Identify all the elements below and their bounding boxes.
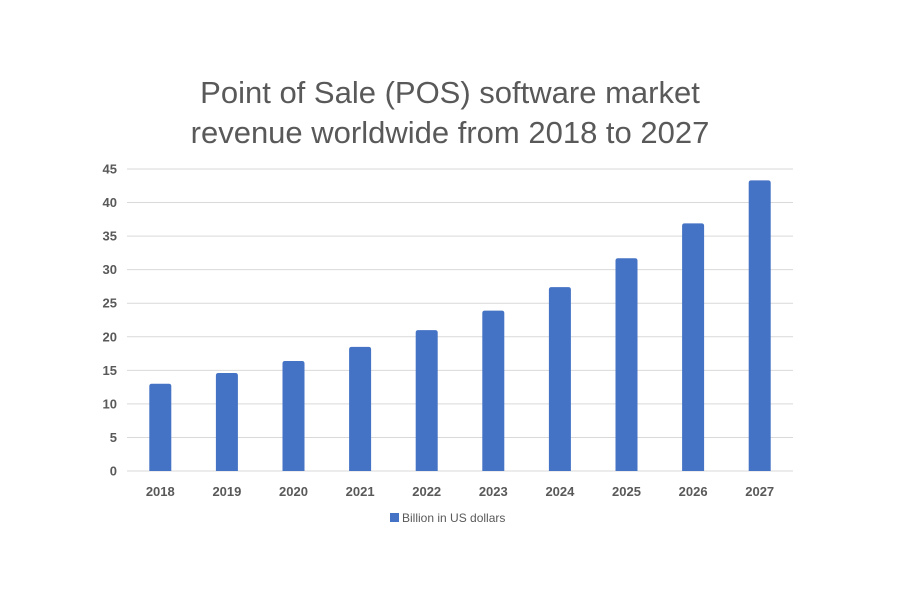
x-tick-label: 2024 [545,484,575,499]
y-tick-label: 0 [110,464,117,479]
x-tick-label: 2025 [612,484,641,499]
chart-title-line-2: revenue worldwide from 2018 to 2027 [191,115,710,150]
x-axis-tick-labels: 2018 2019 2020 2021 2022 2023 2024 2025 2026 2027 [146,484,774,499]
bar-2027 [748,180,771,472]
bar-2018 [149,383,172,471]
chart-title-line-1: Point of Sale (POS) software market [200,75,700,110]
bar-2021 [349,346,372,471]
x-tick-label: 2020 [279,484,308,499]
x-tick-label: 2021 [346,484,375,499]
bar-2024 [548,287,571,471]
bar-2026 [682,223,705,471]
y-tick-label: 5 [110,430,117,445]
x-tick-label: 2018 [146,484,175,499]
x-tick-label: 2026 [679,484,708,499]
legend-label: Billion in US dollars [402,511,505,525]
y-tick-label: 20 [103,329,117,344]
x-tick-label: 2027 [745,484,774,499]
y-tick-label: 30 [103,262,117,277]
y-tick-label: 10 [103,396,117,411]
y-tick-label: 35 [103,229,117,244]
y-tick-label: 25 [103,296,117,311]
bar-2023 [482,310,505,471]
y-axis-tick-labels: 0 5 10 15 20 25 30 35 40 45 [103,162,117,479]
y-tick-label: 40 [103,195,117,210]
bar-2019 [215,373,238,471]
bars [149,180,771,472]
legend-swatch [390,513,399,522]
x-tick-label: 2023 [479,484,508,499]
legend: Billion in US dollars [390,511,505,525]
bar-2022 [415,330,438,471]
chart-title: Point of Sale (POS) software market reve… [191,75,710,150]
x-tick-label: 2019 [212,484,241,499]
bar-2025 [615,258,638,471]
x-tick-label: 2022 [412,484,441,499]
bar-2020 [282,360,305,471]
gridlines [127,168,793,472]
y-tick-label: 45 [103,162,117,177]
y-tick-label: 15 [103,363,117,378]
